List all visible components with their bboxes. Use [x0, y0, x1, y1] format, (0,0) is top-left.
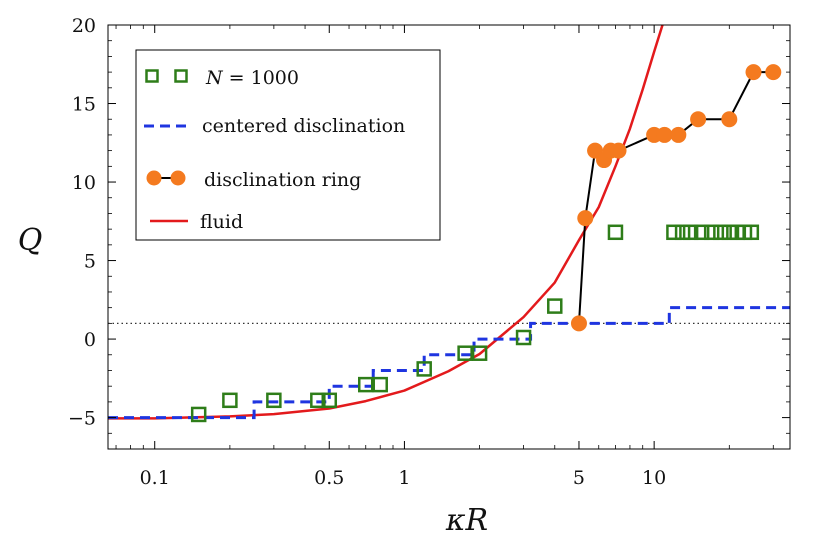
data-point-disclination-ring	[610, 142, 627, 159]
x-tick-label: 5	[573, 467, 585, 489]
data-point-n-1000	[372, 376, 388, 393]
y-axis-title: Q	[18, 223, 43, 258]
y-axis: −5 0 5 10 15 20	[68, 15, 790, 430]
minor-ticks	[108, 25, 790, 450]
data-point-n-1000	[743, 224, 760, 241]
data-point-disclination-ring	[745, 64, 762, 81]
plot-frame	[107, 24, 791, 450]
legend-marker-n1000-2	[174, 69, 188, 83]
legend-label-fluid: fluid	[200, 211, 243, 233]
data-point-n-1000	[547, 298, 563, 314]
data-point-n-1000	[321, 392, 338, 409]
data-point-n-1000	[457, 345, 473, 361]
data-point-n-1000	[713, 224, 729, 241]
series-line-fluid	[108, 25, 664, 420]
data-point-n-1000	[666, 224, 682, 241]
data-point-n-1000	[682, 224, 699, 241]
data-point-n-1000	[222, 392, 238, 409]
y-tick-label: 5	[84, 251, 96, 273]
x-tick-label: 1	[398, 467, 410, 489]
legend-label-centered-disclination: centered disclination	[202, 115, 405, 137]
y-tick-label: 15	[72, 94, 96, 116]
data-point-n-1000	[607, 224, 624, 241]
data-point-n-1000	[266, 392, 282, 409]
data-point-disclination-ring	[765, 64, 782, 81]
legend: N = 1000 centered disclination disclinat…	[135, 49, 441, 241]
data-point-n-1000	[471, 345, 488, 361]
y-tick-label: 10	[72, 172, 96, 194]
y-tick-label: 0	[84, 329, 96, 351]
x-tick-label: 0.1	[140, 467, 170, 489]
data-point-n-1000	[416, 361, 432, 377]
series-layer	[108, 25, 790, 423]
x-tick-label: 10	[642, 467, 666, 489]
data-point-disclination-ring	[721, 111, 738, 128]
y-tick-label: 20	[72, 15, 96, 37]
data-point-n-1000	[703, 224, 720, 241]
data-point-n-1000	[190, 406, 207, 423]
data-point-n-1000	[310, 392, 326, 409]
data-point-disclination-ring	[570, 315, 587, 332]
legend-marker-disclination-ring-1	[146, 170, 162, 186]
data-point-n-1000	[693, 224, 710, 241]
x-tick-label: 0.5	[314, 467, 344, 489]
x-axis: 0.1 0.5 1 5 10	[140, 25, 666, 489]
legend-marker-disclination-ring-2	[170, 170, 186, 186]
data-point-n-1000	[721, 224, 738, 241]
data-point-disclination-ring	[656, 126, 673, 143]
data-point-disclination-ring	[577, 210, 594, 227]
data-point-n-1000	[515, 329, 532, 346]
legend-marker-n1000-1	[145, 69, 159, 83]
x-axis-title: κR	[445, 503, 488, 538]
legend-label-n1000: N = 1000	[205, 67, 299, 89]
data-point-disclination-ring	[670, 126, 687, 143]
y-tick-label: −5	[68, 408, 96, 430]
legend-label-disclination-ring: disclination ring	[204, 169, 361, 191]
data-point-n-1000	[357, 376, 374, 393]
data-point-n-1000	[674, 224, 691, 241]
data-point-disclination-ring	[690, 111, 707, 128]
